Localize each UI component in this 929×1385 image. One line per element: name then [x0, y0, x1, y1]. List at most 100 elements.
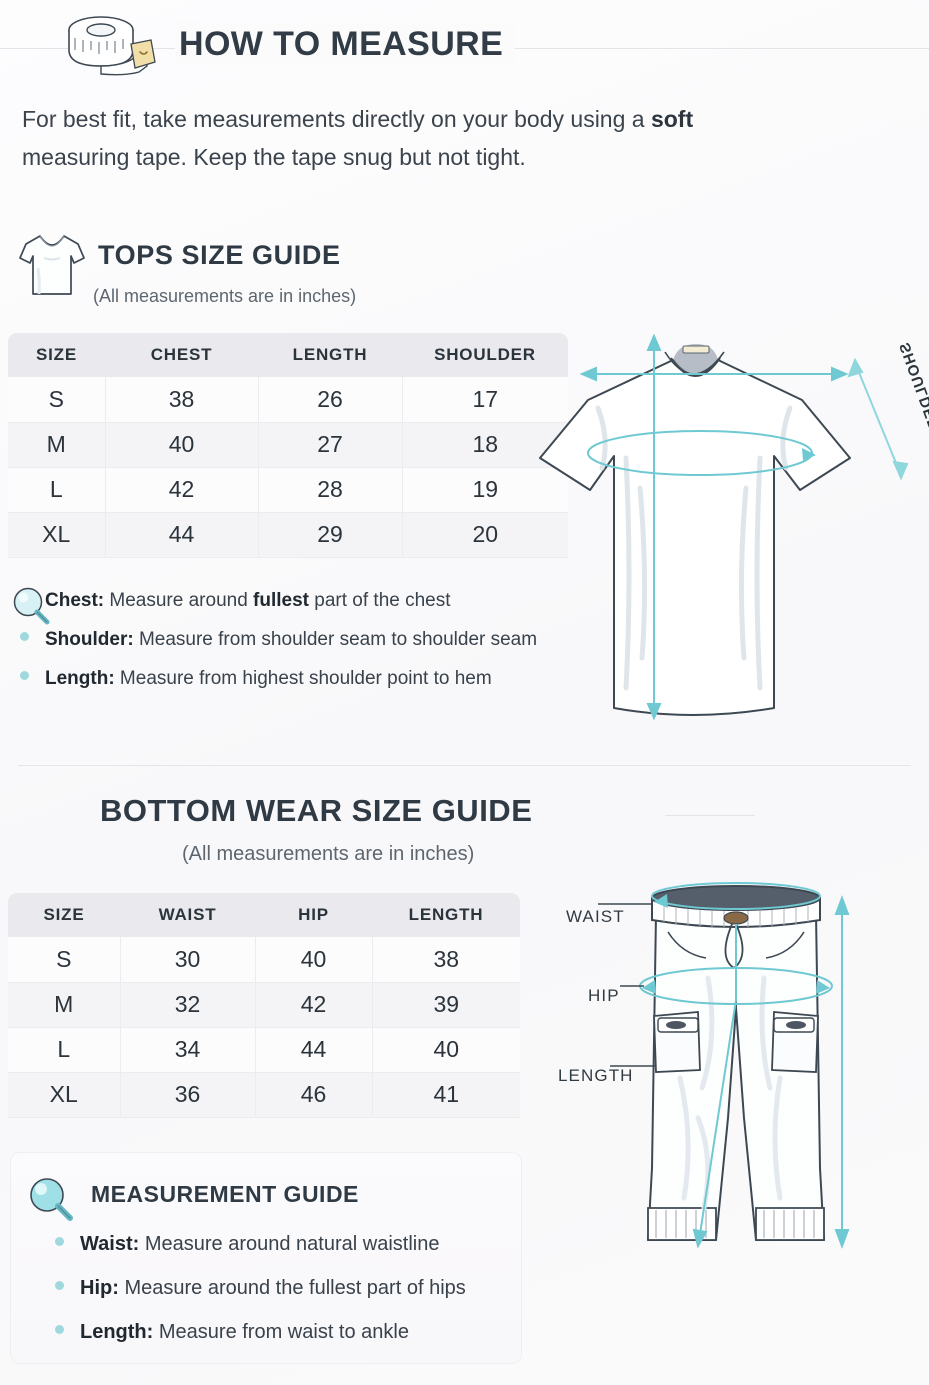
cell-length: 40 [372, 1027, 520, 1073]
table-row: S 30 40 38 [8, 937, 520, 983]
bottoms-tip-list: Waist: Measure around natural waistline … [55, 1233, 615, 1365]
tip-body-post: part of the chest [309, 590, 451, 611]
tops-col-length: LENGTH [258, 333, 402, 377]
tip-body-pre: Measure from shoulder seam to shoulder s… [133, 629, 538, 650]
table-row: M 32 42 39 [8, 982, 520, 1028]
tip-term: Waist [80, 1233, 133, 1255]
tip-sep: : [127, 629, 134, 650]
intro-line1-pre: For best fit, take measurements directly… [22, 106, 651, 132]
measurement-guide-title: MEASUREMENT GUIDE [91, 1181, 359, 1207]
tops-col-chest: CHEST [105, 333, 258, 377]
joggers-illustration [598, 882, 850, 1249]
tip-term: Shoulder [45, 629, 128, 650]
tops-size-table: SIZE CHEST LENGTH SHOULDER S 38 26 17 M … [8, 333, 568, 558]
table-header-row: SIZE CHEST LENGTH SHOULDER [8, 333, 568, 377]
tip-term: Chest [45, 590, 98, 611]
measurement-guide-card [10, 1152, 522, 1364]
tip-body-pre: Measure around the fullest part of hips [118, 1277, 466, 1299]
intro-line2: measuring tape. Keep the tape snug but n… [22, 144, 526, 170]
tip-waist: Waist: Measure around natural waistline [80, 1233, 439, 1256]
table-row: L 34 44 40 [8, 1027, 520, 1073]
bullet-dot [20, 671, 29, 680]
cell-shoulder: 20 [402, 512, 568, 558]
table-row: M 40 27 18 [8, 422, 568, 468]
tip-sep: : [112, 1277, 119, 1299]
bottoms-col-waist: WAIST [120, 893, 255, 937]
tape-measure-icon [68, 16, 156, 76]
tops-section-title: TOPS SIZE GUIDE [98, 240, 341, 270]
table-row: S 38 26 17 [8, 377, 568, 423]
cell-length: 38 [372, 937, 520, 983]
cell-waist: 30 [120, 937, 256, 983]
tip-length: Length: Measure from highest shoulder po… [45, 668, 492, 690]
cell-size: M [8, 422, 106, 468]
bullet-dot [55, 1281, 64, 1290]
intro-paragraph: For best fit, take measurements directly… [22, 100, 852, 176]
tip-body-pre: Measure from waist to ankle [153, 1321, 409, 1343]
bottoms-col-size: SIZE [8, 893, 120, 937]
cell-hip: 40 [255, 937, 373, 983]
tip-term: Length [45, 668, 109, 689]
tip-chest: Chest: Measure around fullest part of th… [45, 590, 451, 612]
tip-sep: : [97, 590, 105, 611]
tip-term: Hip [80, 1277, 113, 1299]
tshirt-icon [19, 235, 85, 295]
cell-size: L [8, 467, 106, 513]
page-header: HOW TO MEASURE [0, 0, 929, 92]
cell-size: S [8, 937, 121, 983]
bottoms-size-table: SIZE WAIST HIP LENGTH S 30 40 38 M 32 42… [8, 893, 520, 1118]
bottoms-col-hip: HIP [255, 893, 372, 937]
cell-chest: 38 [105, 377, 259, 423]
list-item: Hip: Measure around the fullest part of … [55, 1277, 615, 1300]
cell-size: XL [8, 1072, 121, 1118]
cell-shoulder: 18 [402, 422, 568, 468]
cell-size: XL [8, 512, 106, 558]
pants-waist-label: WAIST [566, 907, 625, 926]
page-title: HOW TO MEASURE [175, 22, 516, 66]
magnifier-icon [30, 1178, 73, 1221]
cell-hip: 44 [255, 1027, 373, 1073]
tip-body-pre: Measure around natural waistline [139, 1233, 440, 1255]
cell-shoulder: 19 [402, 467, 568, 513]
cell-hip: 42 [255, 982, 373, 1028]
tops-section-subtitle: (All measurements are in inches) [93, 286, 357, 306]
cell-waist: 34 [120, 1027, 256, 1073]
magnifier-icon [13, 587, 50, 625]
table-row: XL 36 46 41 [8, 1072, 520, 1118]
list-item: Waist: Measure around natural waistline [55, 1233, 615, 1256]
bullet-dot [20, 632, 29, 641]
tip-body-pre: Measure from highest shoulder point to h… [114, 668, 492, 689]
cell-chest: 44 [105, 512, 259, 558]
tip-body-bold: fullest [253, 590, 309, 611]
bullet-dot [55, 1325, 64, 1334]
tip-body-pre: Measure around [104, 590, 254, 611]
cell-size: S [8, 377, 106, 423]
bullet-dot [55, 1237, 64, 1246]
bottoms-section-subtitle: (All measurements are in inches) [182, 843, 475, 865]
cell-length: 39 [372, 982, 520, 1028]
table-row: L 42 28 19 [8, 467, 568, 513]
cell-length: 28 [258, 467, 403, 513]
cell-length: 27 [258, 422, 403, 468]
tops-tip-list: Chest: Measure around fullest part of th… [20, 590, 620, 707]
cell-chest: 40 [105, 422, 259, 468]
bottoms-section-title: BOTTOM WEAR SIZE GUIDE [100, 793, 533, 828]
table-row: XL 44 29 20 [8, 512, 568, 558]
bottoms-title-rule [665, 815, 755, 816]
list-item: Shoulder: Measure from shoulder seam to … [20, 629, 620, 651]
tip-hip: Hip: Measure around the fullest part of … [80, 1277, 466, 1300]
list-item: Length: Measure from highest shoulder po… [20, 668, 620, 690]
tops-col-size: SIZE [8, 333, 105, 377]
tshirt-illustration [539, 333, 909, 721]
tip-shoulder: Shoulder: Measure from shoulder seam to … [45, 629, 537, 651]
bottoms-col-length: LENGTH [372, 893, 520, 937]
list-item: Length: Measure from waist to ankle [55, 1321, 615, 1344]
section-divider [18, 765, 911, 766]
intro-bold-soft: soft [650, 106, 694, 132]
cell-waist: 32 [120, 982, 256, 1028]
cell-hip: 46 [255, 1072, 373, 1118]
table-header-row: SIZE WAIST HIP LENGTH [8, 893, 520, 937]
cell-waist: 36 [120, 1072, 256, 1118]
tip-sep: : [108, 668, 115, 689]
